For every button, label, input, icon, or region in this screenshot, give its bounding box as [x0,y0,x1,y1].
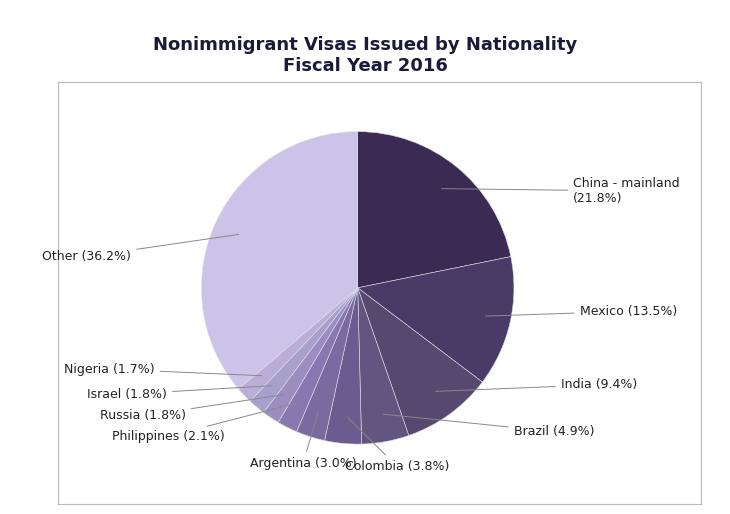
Wedge shape [250,288,358,413]
Text: China - mainland
(21.8%): China - mainland (21.8%) [442,177,680,205]
Text: Other (36.2%): Other (36.2%) [42,234,239,263]
Text: Nonimmigrant Visas Issued by Nationality
Fiscal Year 2016: Nonimmigrant Visas Issued by Nationality… [153,36,577,75]
Text: Philippines (2.1%): Philippines (2.1%) [112,403,297,443]
Text: Russia (1.8%): Russia (1.8%) [100,395,283,423]
Text: Mexico (13.5%): Mexico (13.5%) [485,305,677,318]
Text: Argentina (3.0%): Argentina (3.0%) [250,413,356,470]
Wedge shape [239,288,358,401]
Text: Colombia (3.8%): Colombia (3.8%) [345,417,449,473]
Wedge shape [358,132,511,288]
Wedge shape [201,132,358,389]
Wedge shape [358,288,409,444]
Text: Brazil (4.9%): Brazil (4.9%) [383,414,594,438]
Text: Israel (1.8%): Israel (1.8%) [87,386,272,400]
Text: India (9.4%): India (9.4%) [436,378,637,391]
Wedge shape [296,288,358,440]
Wedge shape [325,288,361,444]
Wedge shape [358,288,483,435]
Wedge shape [264,288,358,423]
Wedge shape [278,288,358,432]
Wedge shape [358,256,514,382]
Text: Nigeria (1.7%): Nigeria (1.7%) [64,362,262,376]
